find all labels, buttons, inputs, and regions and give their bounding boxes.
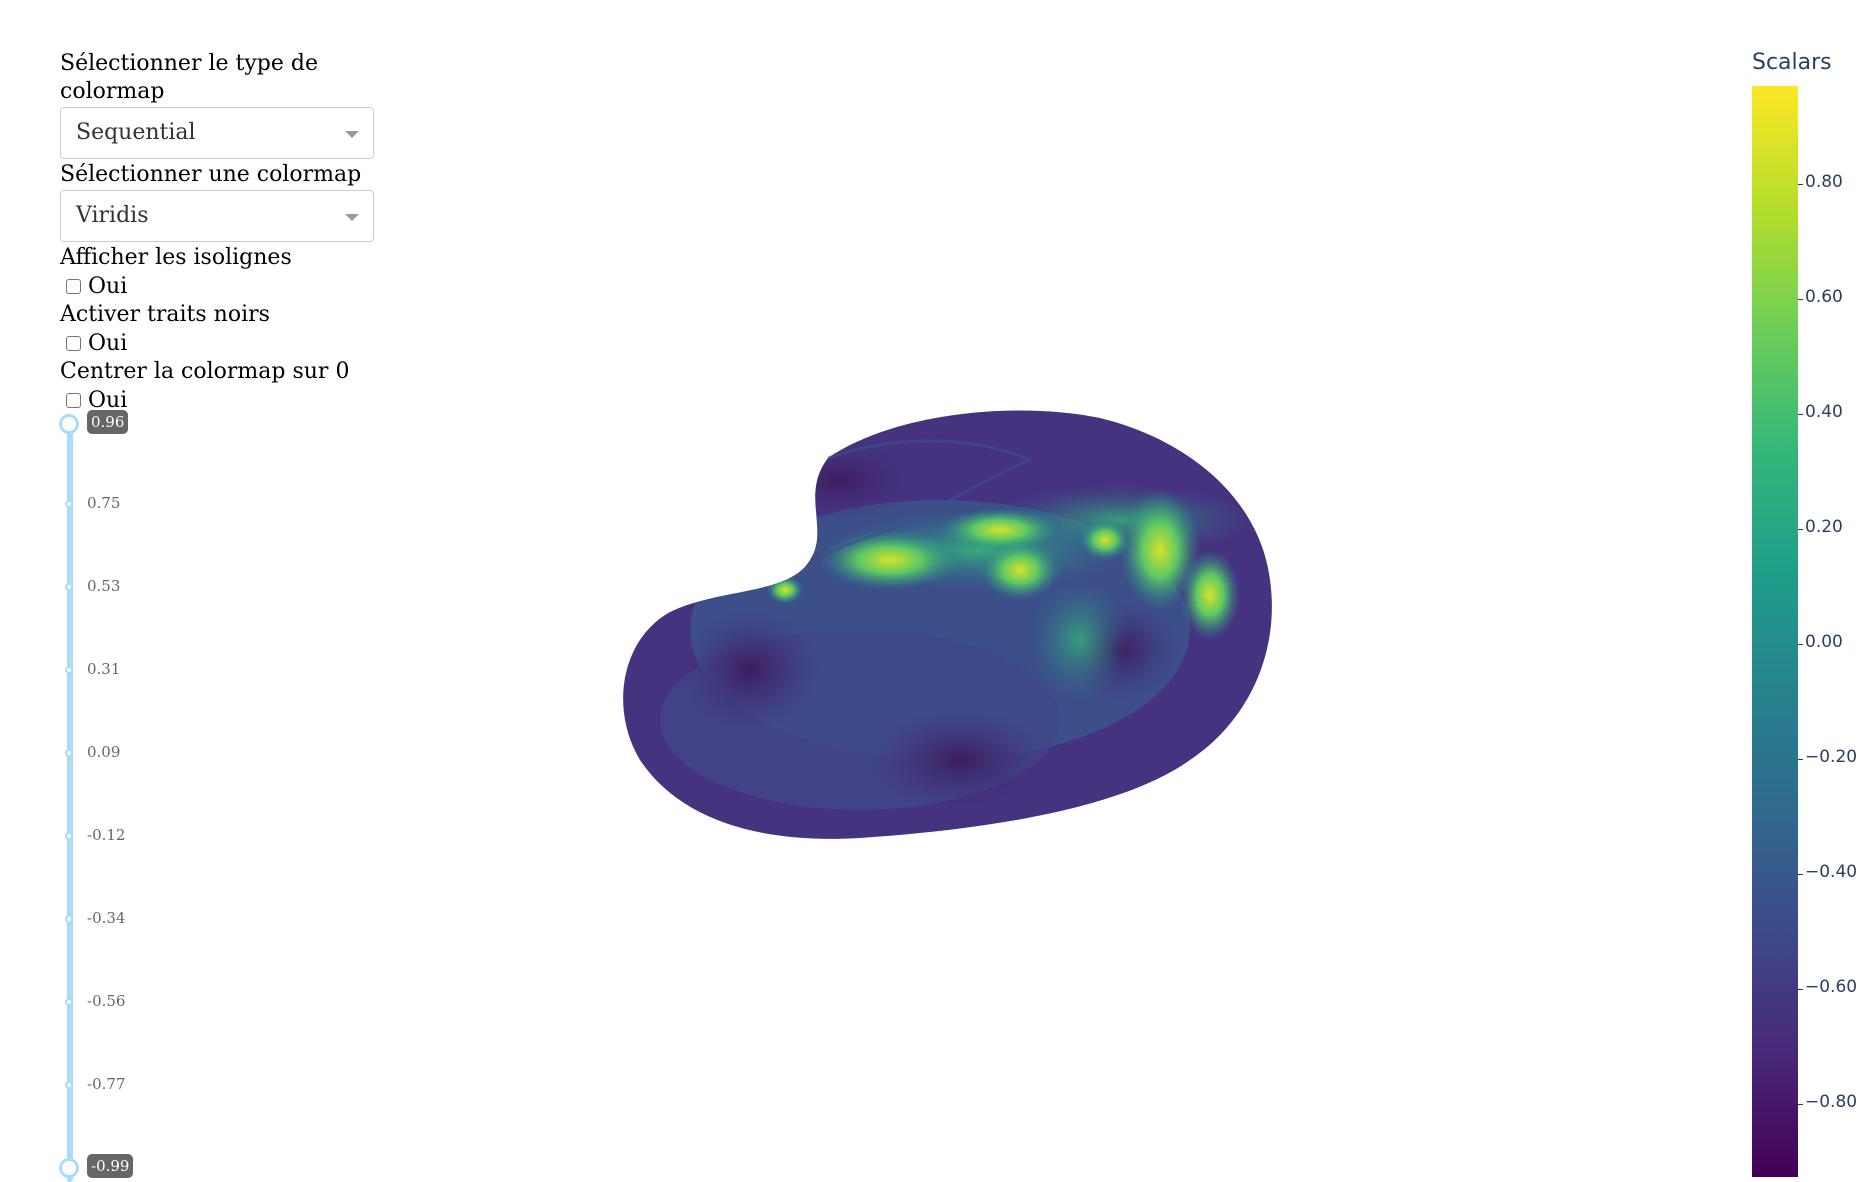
colorbar-title: Scalars xyxy=(1752,50,1832,75)
colorbar-tick xyxy=(1798,874,1803,875)
slider-mark-label: 0.75 xyxy=(87,494,121,512)
center-colormap-label: Centrer la colormap sur 0 xyxy=(60,359,350,384)
slider-rail[interactable] xyxy=(67,422,73,1182)
colorbar-tick xyxy=(1798,1104,1803,1105)
colorbar-tick-label: 0.00 xyxy=(1805,632,1843,652)
colorbar-tick-label: 0.80 xyxy=(1805,172,1843,192)
controls-panel: Sélectionner le type de colormap Sequent… xyxy=(60,50,390,415)
colorbar-tick-label: 0.20 xyxy=(1805,517,1843,537)
slider-mark[interactable] xyxy=(65,749,73,757)
chevron-down-icon xyxy=(345,131,359,138)
slider-mark-label: 0.31 xyxy=(87,660,121,678)
range-slider[interactable]: 0.96 0.75 0.53 0.31 0.09 -0.12 -0.34 -0.… xyxy=(55,410,155,1182)
slider-mark-label: -0.12 xyxy=(87,826,126,844)
slider-mark[interactable] xyxy=(65,1081,73,1089)
colormap-label: Sélectionner une colormap xyxy=(60,162,362,187)
black-lines-option-label: Oui xyxy=(88,331,128,356)
colorbar xyxy=(1752,86,1798,1177)
colorbar-tick-label: 0.40 xyxy=(1805,402,1843,422)
slider-mark-label: 0.09 xyxy=(87,743,121,761)
slider-max-tooltip: 0.96 xyxy=(87,410,129,434)
colormap-type-label: Sélectionner le type de colormap xyxy=(60,51,318,104)
slider-min-tooltip: -0.99 xyxy=(87,1154,134,1178)
colormap-type-dropdown[interactable]: Sequential xyxy=(60,107,374,159)
slider-handle-min[interactable] xyxy=(59,1158,79,1178)
colorbar-tick-label: −0.60 xyxy=(1805,977,1858,997)
colorbar-tick xyxy=(1798,184,1803,185)
center-colormap-option-label: Oui xyxy=(88,388,128,413)
black-lines-option[interactable]: Oui xyxy=(66,329,390,358)
center-colormap-option[interactable]: Oui xyxy=(66,386,390,415)
colorbar-tick xyxy=(1798,414,1803,415)
slider-mark[interactable] xyxy=(65,915,73,923)
slider-mark-label: 0.53 xyxy=(87,577,121,595)
slider-mark[interactable] xyxy=(65,583,73,591)
colorbar-tick xyxy=(1798,644,1803,645)
isolines-option[interactable]: Oui xyxy=(66,272,390,301)
slider-mark[interactable] xyxy=(65,666,73,674)
isolines-checkbox[interactable] xyxy=(66,279,81,294)
colorbar-tick xyxy=(1798,299,1803,300)
slider-mark[interactable] xyxy=(65,500,73,508)
isolines-option-label: Oui xyxy=(88,274,128,299)
colormap-type-value: Sequential xyxy=(76,120,196,145)
center-colormap-checkbox[interactable] xyxy=(66,393,81,408)
chevron-down-icon xyxy=(345,214,359,221)
slider-handle-max[interactable] xyxy=(59,414,79,434)
colormap-dropdown[interactable]: Viridis xyxy=(60,190,374,242)
surface-plot[interactable] xyxy=(560,400,1320,960)
colorbar-tick-label: 0.60 xyxy=(1805,287,1843,307)
slider-mark-label: -0.56 xyxy=(87,992,126,1010)
surface-mesh[interactable] xyxy=(560,400,1320,960)
colorbar-tick-label: −0.40 xyxy=(1805,862,1858,882)
slider-mark[interactable] xyxy=(65,832,73,840)
colorbar-tick xyxy=(1798,989,1803,990)
colorbar-tick-label: −0.80 xyxy=(1805,1092,1858,1112)
slider-mark[interactable] xyxy=(65,998,73,1006)
slider-mark-label: -0.77 xyxy=(87,1075,126,1093)
colorbar-tick xyxy=(1798,529,1803,530)
slider-mark-label: -0.34 xyxy=(87,909,126,927)
black-lines-label: Activer traits noirs xyxy=(60,302,270,327)
isolines-label: Afficher les isolignes xyxy=(60,245,292,270)
colormap-value: Viridis xyxy=(76,203,149,228)
colorbar-tick-label: −0.20 xyxy=(1805,747,1858,767)
colorbar-tick xyxy=(1798,759,1803,760)
black-lines-checkbox[interactable] xyxy=(66,336,81,351)
